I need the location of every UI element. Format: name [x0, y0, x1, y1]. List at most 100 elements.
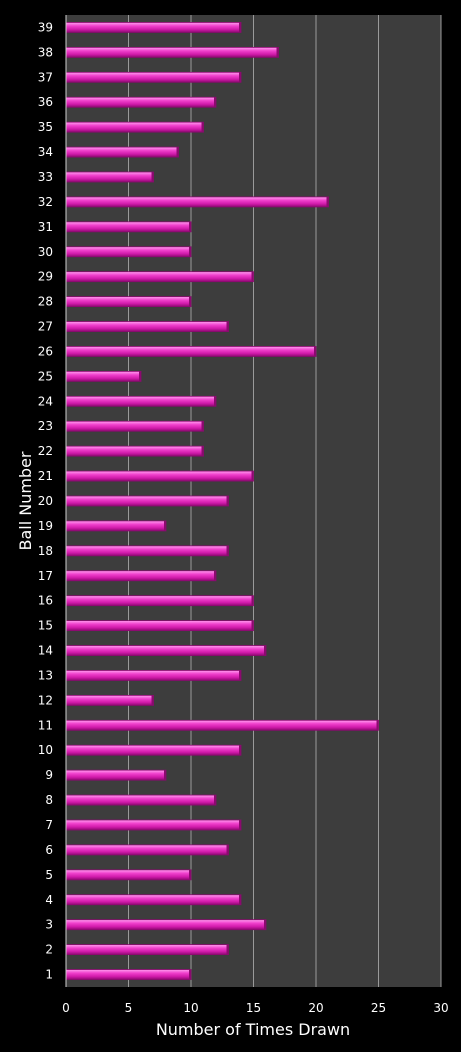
- bar-end-cap: [326, 196, 329, 207]
- bar-ball-20: [65, 495, 229, 507]
- bar-ball-28: [65, 296, 192, 308]
- bar-ball-22: [65, 445, 204, 457]
- x-tick-label: 25: [371, 1001, 386, 1015]
- bar-end-cap: [214, 570, 216, 581]
- y-tick-label: 18: [38, 544, 53, 558]
- y-tick-label: 38: [38, 45, 53, 59]
- bar-end-cap: [164, 770, 166, 781]
- bar-ball-37: [65, 71, 242, 83]
- bar-end-cap: [276, 47, 279, 58]
- bar-end-cap: [314, 346, 316, 357]
- y-tick-label: 11: [38, 718, 53, 732]
- bar-ball-7: [65, 819, 242, 831]
- bar-end-cap: [189, 969, 191, 980]
- x-tick-label: 10: [183, 1001, 198, 1015]
- y-tick-label: 6: [45, 843, 53, 857]
- bar-ball-4: [65, 894, 242, 906]
- bar-ball-32: [65, 196, 329, 208]
- y-tick-labels: 1234567891011121314151617181920212223242…: [38, 20, 53, 981]
- y-tick-label: 19: [38, 519, 53, 533]
- x-tick-labels: 0 5 10 15 20 25 30: [62, 1001, 448, 1015]
- bar-ball-34: [65, 146, 179, 158]
- bar-ball-24: [65, 395, 217, 407]
- bar-ball-13: [65, 670, 242, 681]
- bar-ball-10: [65, 744, 242, 756]
- bar-ball-25: [65, 370, 142, 382]
- bar-end-cap: [189, 246, 191, 257]
- bar-end-cap: [264, 645, 266, 656]
- y-tick-label: 35: [38, 120, 53, 134]
- bar-end-cap: [214, 97, 216, 108]
- bar-ball-2: [65, 944, 229, 956]
- bar-ball-27: [65, 321, 229, 332]
- bar-end-cap: [189, 296, 191, 307]
- bar-end-cap: [139, 371, 141, 382]
- bar-ball-39: [65, 22, 242, 33]
- y-tick-label: 14: [38, 644, 53, 658]
- bar-ball-11: [65, 719, 379, 731]
- x-tick-label: 0: [62, 1001, 70, 1015]
- y-tick-label: 5: [45, 868, 53, 882]
- bar-ball-6: [65, 844, 229, 856]
- bar-ball-23: [65, 420, 204, 432]
- y-tick-label: 3: [45, 918, 53, 932]
- bar-end-cap: [214, 795, 216, 806]
- bar-ball-14: [65, 645, 267, 656]
- bar-end-cap: [251, 595, 254, 606]
- y-tick-label: 13: [38, 668, 53, 682]
- y-axis-title: Ball Number: [16, 451, 35, 550]
- bar-end-cap: [226, 321, 229, 332]
- x-tick-label: 20: [308, 1001, 323, 1015]
- bar-ball-26: [65, 346, 317, 357]
- bar-end-cap: [239, 820, 241, 830]
- bar-ball-8: [65, 794, 217, 806]
- y-tick-label: 39: [38, 20, 53, 34]
- y-tick-label: 36: [38, 95, 53, 109]
- bar-end-cap: [239, 22, 241, 33]
- x-tick-label: 5: [125, 1001, 133, 1015]
- bar-ball-5: [65, 869, 192, 881]
- y-tick-label: 28: [38, 295, 53, 309]
- x-tick-label: 15: [246, 1001, 261, 1015]
- y-tick-label: 32: [38, 195, 53, 209]
- bar-ball-9: [65, 769, 167, 781]
- y-tick-label: 7: [45, 818, 53, 832]
- y-tick-label: 12: [38, 693, 53, 707]
- bar-end-cap: [239, 72, 241, 83]
- y-tick-label: 33: [38, 170, 53, 184]
- bar-ball-1: [65, 969, 192, 980]
- y-tick-label: 30: [38, 245, 53, 259]
- bar-end-cap: [226, 844, 229, 855]
- y-tick-label: 1: [45, 968, 53, 982]
- bar-end-cap: [151, 695, 154, 706]
- bar-ball-18: [65, 545, 229, 557]
- bar-end-cap: [239, 670, 241, 681]
- y-tick-label: 27: [38, 320, 53, 334]
- bar-ball-19: [65, 520, 167, 532]
- bar-end-cap: [226, 944, 229, 955]
- y-tick-label: 26: [38, 344, 53, 358]
- y-tick-label: 17: [38, 569, 53, 583]
- x-axis-title: Number of Times Drawn: [156, 1020, 350, 1039]
- bar-end-cap: [201, 421, 204, 432]
- y-tick-label: 21: [38, 469, 53, 483]
- y-tick-label: 31: [38, 220, 53, 234]
- bar-ball-31: [65, 221, 192, 233]
- bar-ball-21: [65, 470, 254, 482]
- bar-end-cap: [251, 471, 254, 482]
- bar-ball-38: [65, 46, 279, 58]
- y-tick-label: 20: [38, 494, 53, 508]
- bars: [65, 22, 379, 980]
- bar-end-cap: [214, 396, 216, 407]
- y-tick-label: 29: [38, 270, 53, 284]
- bar-end-cap: [164, 520, 166, 531]
- bar-ball-33: [65, 171, 154, 183]
- bar-end-cap: [239, 894, 241, 905]
- y-tick-label: 15: [38, 619, 53, 633]
- bar-ball-12: [65, 694, 154, 706]
- bar-end-cap: [176, 147, 179, 158]
- y-tick-label: 10: [38, 743, 53, 757]
- bar-end-cap: [201, 122, 204, 133]
- y-tick-label: 24: [38, 394, 53, 408]
